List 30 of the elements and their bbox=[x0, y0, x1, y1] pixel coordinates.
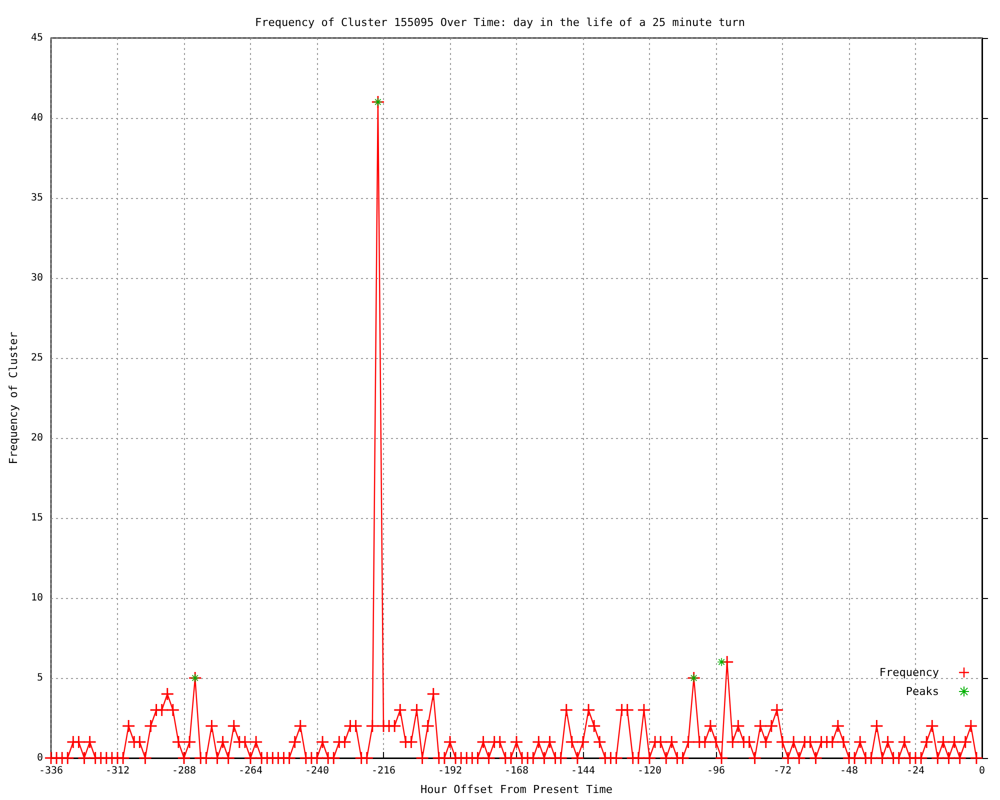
y-axis-title: Frequency of Cluster bbox=[7, 331, 20, 464]
x-tick-label: -24 bbox=[906, 766, 925, 776]
chart-title: Frequency of Cluster 155095 Over Time: day in the life of a 25 minute turn bbox=[254, 16, 746, 29]
legend-label: Frequency bbox=[879, 666, 940, 679]
y-tick-label: 40 bbox=[30, 112, 43, 124]
y-tick-label: 35 bbox=[30, 192, 43, 204]
x-tick-label: 0 bbox=[978, 766, 986, 776]
x-tick-label: -240 bbox=[304, 766, 330, 776]
x-tick-label: -96 bbox=[706, 766, 726, 776]
x-tick-label: -192 bbox=[438, 766, 462, 776]
y-tick-label: 30 bbox=[30, 272, 43, 284]
x-tick-label: -288 bbox=[172, 766, 196, 776]
x-tick-label: -144 bbox=[570, 766, 596, 776]
x-tick-label: -264 bbox=[238, 766, 263, 776]
x-tick-label: -336 bbox=[38, 766, 64, 776]
y-tick-label: 10 bbox=[30, 592, 43, 604]
x-tick-label: -48 bbox=[840, 766, 858, 776]
y-tick-label: 45 bbox=[30, 32, 43, 44]
y-tick-label: 15 bbox=[30, 512, 43, 524]
x-tick-label: -120 bbox=[637, 766, 662, 776]
legend-label: Peaks bbox=[906, 685, 939, 698]
x-tick-label: -216 bbox=[371, 766, 396, 776]
x-axis-title: Hour Offset From Present Time bbox=[420, 783, 613, 796]
x-tick-label: -168 bbox=[504, 766, 529, 776]
y-tick-label: 25 bbox=[30, 352, 43, 364]
x-tick-label: -312 bbox=[105, 766, 130, 776]
y-tick-label: 20 bbox=[30, 432, 43, 444]
y-tick-label: 0 bbox=[36, 752, 43, 764]
y-tick-label: 5 bbox=[36, 672, 43, 684]
x-tick-label: -72 bbox=[773, 766, 792, 776]
